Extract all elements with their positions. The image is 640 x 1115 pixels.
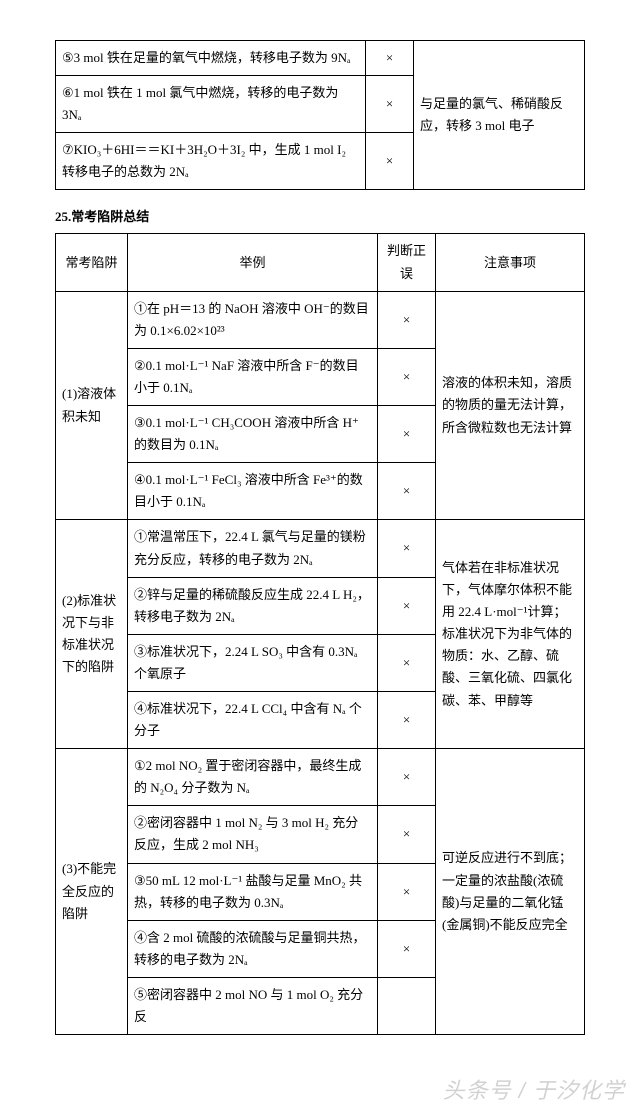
trap-3-row4: ④含 2 mol 硫酸的浓硫酸与足量铜共热，转移的电子数为 2Nₐ [128,920,378,977]
top-table: ⑤3 mol 铁在足量的氧气中燃烧，转移电子数为 9Nₐ × 与足量的氯气、稀硝… [55,40,585,190]
t2-header-trap: 常考陷阱 [56,234,128,291]
trap-3-mark5 [378,977,436,1034]
trap-2-mark1: × [378,520,436,577]
t1-row6-mark: × [366,76,414,133]
trap-1-row3: ③0.1 mol·L⁻¹ CH₃COOH 溶液中所含 H⁺的数目为 0.1Nₐ [128,406,378,463]
trap-2-mark4: × [378,691,436,748]
t1-row5-mark: × [366,41,414,76]
trap-2-note: 气体若在非标准状况下，气体摩尔体积不能用 22.4 L·mol⁻¹计算；标准状况… [436,520,585,749]
trap-1-mark2: × [378,348,436,405]
trap-2-row2: ②锌与足量的稀硫酸反应生成 22.4 L H₂，转移电子数为 2Nₐ [128,577,378,634]
trap-1-row1: ①在 pH＝13 的 NaOH 溶液中 OH⁻的数目为 0.1×6.02×10²… [128,291,378,348]
t1-row5-text: ⑤3 mol 铁在足量的氧气中燃烧，转移电子数为 9Nₐ [56,41,366,76]
trap-1-mark1: × [378,291,436,348]
trap-2-row4: ④标准状况下，22.4 L CCl₄ 中含有 Nₐ 个分子 [128,691,378,748]
trap-3-row1: ①2 mol NO₂ 置于密闭容器中，最终生成的 N₂O₄ 分子数为 Nₐ [128,749,378,806]
watermark-text: 头条号 / 于汐化学 [443,1073,625,1105]
section-title: 25.常考陷阱总结 [55,206,585,225]
trap-2-row1: ①常温常压下，22.4 L 氯气与足量的镁粉充分反应，转移的电子数为 2Nₐ [128,520,378,577]
trap-table: 常考陷阱 举例 判断正误 注意事项 (1)溶液体积未知 ①在 pH＝13 的 N… [55,233,585,1035]
trap-3-note: 可逆反应进行不到底；一定量的浓盐酸(浓硫酸)与足量的二氧化锰(金属铜)不能反应完… [436,749,585,1035]
watermark-area: 头条号 / 于汐化学 [0,1055,640,1115]
trap-3-row5: ⑤密闭容器中 2 mol NO 与 1 mol O₂ 充分反 [128,977,378,1034]
t2-header-note: 注意事项 [436,234,585,291]
trap-2-label: (2)标准状况下与非标准状况下的陷阱 [56,520,128,749]
trap-2-mark3: × [378,634,436,691]
trap-3-mark3: × [378,863,436,920]
trap-3-row3: ③50 mL 12 mol·L⁻¹ 盐酸与足量 MnO₂ 共热，转移的电子数为 … [128,863,378,920]
trap-1-row4: ④0.1 mol·L⁻¹ FeCl₃ 溶液中所含 Fe³⁺的数目小于 0.1Nₐ [128,463,378,520]
trap-3-mark1: × [378,749,436,806]
t1-row7-text: ⑦KIO₃＋6HI＝＝KI＋3H₂O＋3I₂ 中，生成 1 mol I₂ 转移电… [56,133,366,190]
t2-header-judge: 判断正误 [378,234,436,291]
trap-3-label: (3)不能完全反应的陷阱 [56,749,128,1035]
trap-3-mark2: × [378,806,436,863]
trap-3-mark4: × [378,920,436,977]
t1-note: 与足量的氯气、稀硝酸反应，转移 3 mol 电子 [414,41,585,190]
t2-header-example: 举例 [128,234,378,291]
t1-row6-text: ⑥1 mol 铁在 1 mol 氯气中燃烧，转移的电子数为 3Nₐ [56,76,366,133]
t1-row7-mark: × [366,133,414,190]
trap-1-mark3: × [378,406,436,463]
trap-3-row2: ②密闭容器中 1 mol N₂ 与 3 mol H₂ 充分反应，生成 2 mol… [128,806,378,863]
trap-1-note: 溶液的体积未知，溶质的物质的量无法计算，所含微粒数也无法计算 [436,291,585,520]
trap-2-mark2: × [378,577,436,634]
trap-1-label: (1)溶液体积未知 [56,291,128,520]
trap-2-row3: ③标准状况下，2.24 L SO₃ 中含有 0.3Nₐ 个氧原子 [128,634,378,691]
trap-1-row2: ②0.1 mol·L⁻¹ NaF 溶液中所含 F⁻的数目小于 0.1Nₐ [128,348,378,405]
trap-1-mark4: × [378,463,436,520]
